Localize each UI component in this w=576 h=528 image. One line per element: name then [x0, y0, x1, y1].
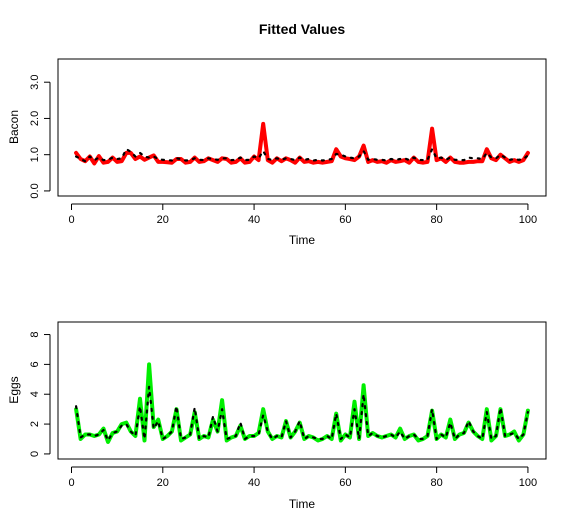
- y-axis-label: Bacon: [7, 110, 21, 144]
- y-axis-label: Eggs: [7, 376, 21, 403]
- x-tick-label: 0: [68, 477, 74, 489]
- x-axis-label: Time: [289, 497, 316, 511]
- y-tick-label: 1.0: [29, 147, 41, 162]
- x-tick-label: 100: [519, 214, 537, 226]
- y-tick-label: 0: [29, 451, 41, 457]
- x-axis-label: Time: [289, 233, 316, 247]
- x-tick-label: 80: [431, 214, 443, 226]
- eggs-panel: 0 20 40 60 80 100 0 2 4 6 8 Time Eggs: [7, 321, 547, 511]
- y-tick-label: 2: [29, 421, 41, 427]
- y-tick-label: 6: [29, 361, 41, 367]
- x-tick-label: 40: [248, 477, 260, 489]
- x-tick-label: 40: [248, 214, 260, 226]
- fitted-series-line: [74, 362, 530, 444]
- y-tick-label: 4: [29, 391, 41, 397]
- y-tick-label: 3.0: [29, 75, 41, 90]
- fitted-series-line: [74, 121, 530, 166]
- x-tick-label: 60: [339, 214, 351, 226]
- bacon-panel: 0 20 40 60 80 100 0.0 1.0 2.0 3.0 Time Bacon: [7, 58, 547, 247]
- x-tick-label: 0: [68, 214, 74, 226]
- plot-frame: [57, 58, 547, 197]
- figure-title: Fitted Values: [259, 21, 346, 37]
- x-tick-label: 100: [519, 477, 537, 489]
- y-tick-label: 8: [29, 331, 41, 337]
- plot-frame: [57, 321, 547, 460]
- y-tick-label: 0.0: [29, 183, 41, 198]
- y-tick-label: 2.0: [29, 111, 41, 126]
- x-tick-label: 60: [339, 477, 351, 489]
- x-tick-label: 20: [157, 477, 169, 489]
- x-tick-label: 20: [157, 214, 169, 226]
- x-tick-label: 80: [431, 477, 443, 489]
